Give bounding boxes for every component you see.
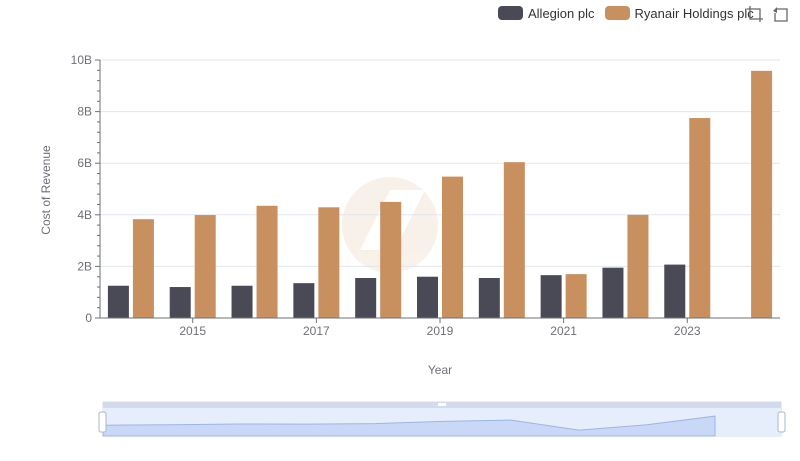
- bars: [107, 70, 773, 318]
- bar-allegion-2020[interactable]: [478, 278, 500, 318]
- x-tick-label: 2019: [427, 324, 454, 338]
- y-tick-label: 10B: [71, 53, 92, 67]
- bar-allegion-2022[interactable]: [602, 267, 624, 318]
- slider-handle-left[interactable]: [98, 411, 107, 433]
- bar-allegion-2021[interactable]: [540, 275, 562, 318]
- toolbox: [746, 5, 790, 23]
- zoom-icon[interactable]: [746, 5, 764, 23]
- bar-allegion-2016[interactable]: [231, 285, 253, 318]
- legend-item-allegion[interactable]: Allegion plc: [498, 6, 595, 21]
- axes: [95, 59, 780, 323]
- bar-allegion-2015[interactable]: [169, 287, 191, 318]
- bar-ryanair-2014[interactable]: [132, 219, 154, 318]
- bar-ryanair-2016[interactable]: [256, 205, 278, 318]
- legend-item-ryanair[interactable]: Ryanair Holdings plc: [604, 5, 754, 21]
- legend-label: Ryanair Holdings plc: [634, 5, 754, 21]
- y-tick-label: 8B: [77, 105, 92, 119]
- bar-allegion-2014[interactable]: [107, 285, 129, 318]
- y-tick-label: 6B: [77, 156, 92, 170]
- y-tick-label: 0: [85, 311, 92, 325]
- y-tick-labels: 0 2B 4B 6B 8B 10B: [71, 53, 93, 325]
- bar-ryanair-2021[interactable]: [565, 274, 587, 318]
- bar-ryanair-2022[interactable]: [627, 214, 649, 318]
- bar-ryanair-2023[interactable]: [689, 118, 711, 318]
- gridlines: [100, 59, 780, 267]
- data-zoom-slider[interactable]: [98, 401, 786, 437]
- x-axis-title: Year: [428, 363, 452, 377]
- y-tick-label: 4B: [77, 208, 92, 222]
- bar-ryanair-2017[interactable]: [318, 207, 340, 318]
- bar-allegion-2019[interactable]: [417, 276, 438, 318]
- bar-ryanair-2019[interactable]: [442, 176, 463, 318]
- restore-icon[interactable]: [772, 5, 790, 23]
- legend-swatch: [498, 6, 523, 20]
- bar-ryanair-2018[interactable]: [380, 201, 402, 318]
- bar-ryanair-2020[interactable]: [503, 162, 525, 318]
- x-tick-labels: 2015 2017 2019 2021 2023: [179, 324, 701, 338]
- x-tick-label: 2017: [303, 324, 330, 338]
- y-tick-label: 2B: [77, 259, 92, 273]
- bar-allegion-2017[interactable]: [293, 283, 315, 318]
- legend: Allegion plc Ryanair Holdings plc: [498, 4, 764, 22]
- slider-grip[interactable]: [438, 403, 446, 406]
- legend-label: Allegion plc: [528, 5, 595, 21]
- x-tick-label: 2015: [179, 324, 206, 338]
- bar-allegion-2018[interactable]: [355, 278, 377, 318]
- bar-ryanair-2024[interactable]: [751, 70, 773, 318]
- legend-swatch: [604, 6, 630, 20]
- slider-data-shadow: [102, 415, 716, 437]
- slider-handle-right[interactable]: [777, 411, 786, 433]
- y-axis-title: Cost of Revenue: [39, 145, 53, 235]
- bar-allegion-2023[interactable]: [664, 264, 686, 318]
- bar-ryanair-2015[interactable]: [194, 215, 216, 318]
- x-tick-label: 2023: [674, 324, 701, 338]
- x-tick-label: 2021: [550, 324, 577, 338]
